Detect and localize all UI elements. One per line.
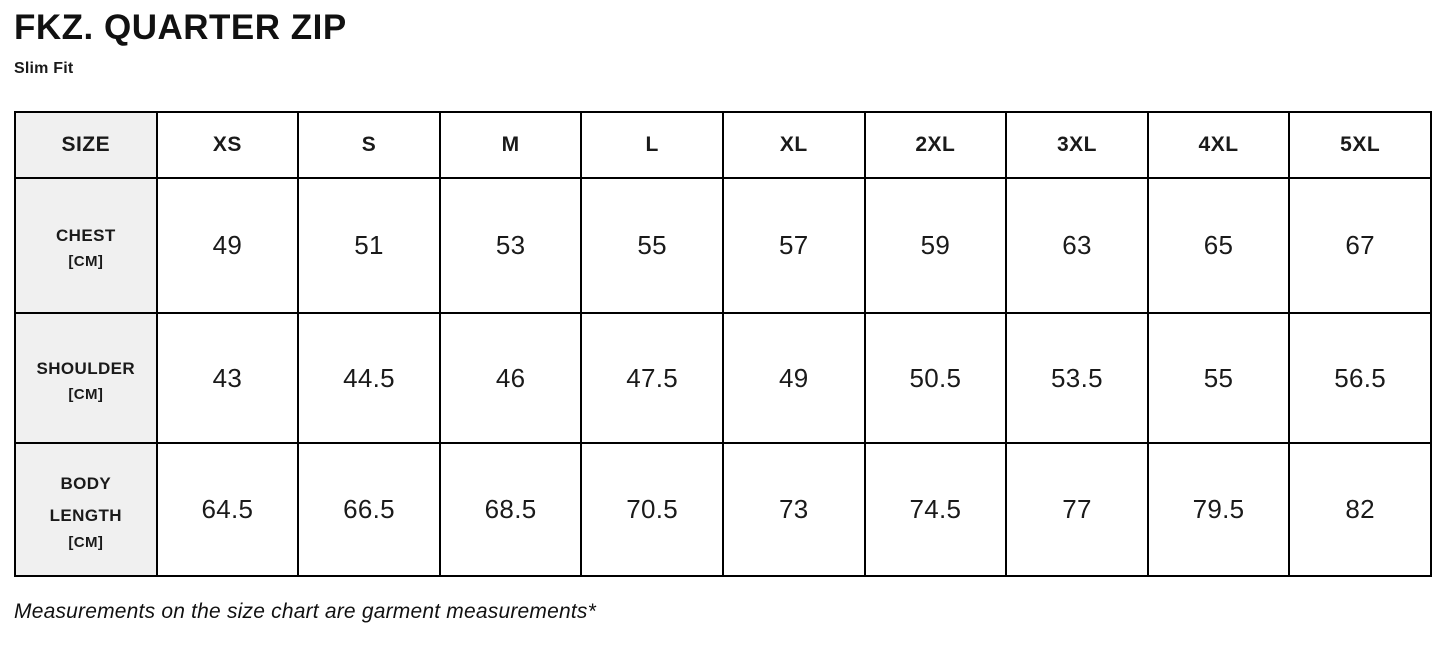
size-column-header-s: S [297, 111, 441, 180]
measurement-value-cell: 55 [1146, 312, 1291, 445]
measurement-value-cell: 67 [1288, 177, 1432, 315]
size-column-header-2xl: 2XL [863, 111, 1008, 180]
measurement-unit: [CM] [68, 385, 104, 403]
size-guide-page: FKZ. QUARTER ZIP Slim Fit SIZE XS S M L … [14, 8, 1432, 624]
table-row-body-length: BODY LENGTH [CM] 64.5 66.5 68.5 70.5 73 … [14, 442, 1432, 578]
measurement-value-cell: 49 [721, 312, 866, 445]
measurement-label: SHOULDER [36, 358, 136, 378]
size-column-header-m: M [438, 111, 583, 180]
measurement-value-cell: 46 [438, 312, 583, 445]
measurement-value-cell: 82 [1288, 442, 1432, 578]
measurement-value-cell: 65 [1146, 177, 1291, 315]
table-row-chest: CHEST [CM] 49 51 53 55 57 59 63 65 67 [14, 177, 1432, 315]
measurement-value-cell: 64.5 [155, 442, 300, 578]
measurement-value-cell: 50.5 [863, 312, 1008, 445]
size-column-header-xl: XL [721, 111, 866, 180]
size-chart-table: SIZE XS S M L XL 2XL 3XL 4XL 5XL CHEST [… [14, 111, 1432, 578]
measurement-value-cell: 59 [863, 177, 1008, 315]
measurement-row-label-shoulder: SHOULDER [CM] [14, 312, 158, 445]
measurement-unit: [CM] [68, 253, 104, 271]
measurement-value-cell: 51 [297, 177, 441, 315]
measurement-value-cell: 44.5 [297, 312, 441, 445]
table-row-shoulder: SHOULDER [CM] 43 44.5 46 47.5 49 50.5 53… [14, 312, 1432, 445]
size-column-header-xs: XS [155, 111, 300, 180]
measurement-value-cell: 73 [721, 442, 866, 578]
measurement-value-cell: 53 [438, 177, 583, 315]
measurement-value-cell: 68.5 [438, 442, 583, 578]
size-column-header-5xl: 5XL [1288, 111, 1432, 180]
measurement-value-cell: 79.5 [1146, 442, 1291, 578]
measurement-row-label-body-length: BODY LENGTH [CM] [14, 442, 158, 578]
fit-label: Slim Fit [14, 60, 74, 78]
measurement-value-cell: 49 [155, 177, 300, 315]
measurement-value-cell: 53.5 [1005, 312, 1149, 445]
size-corner-header: SIZE [14, 111, 158, 180]
size-column-header-l: L [580, 111, 724, 180]
product-title: FKZ. QUARTER ZIP [14, 8, 347, 47]
measurement-value-cell: 63 [1005, 177, 1149, 315]
measurement-value-cell: 74.5 [863, 442, 1008, 578]
measurement-value-cell: 57 [721, 177, 866, 315]
measurement-value-cell: 77 [1005, 442, 1149, 578]
measurement-value-cell: 55 [580, 177, 724, 315]
measurement-value-cell: 66.5 [297, 442, 441, 578]
size-column-header-4xl: 4XL [1146, 111, 1291, 180]
measurement-value-cell: 43 [155, 312, 300, 445]
measurement-value-cell: 70.5 [580, 442, 724, 578]
size-header-row: SIZE XS S M L XL 2XL 3XL 4XL 5XL [14, 111, 1432, 180]
measurement-value-cell: 56.5 [1288, 312, 1432, 445]
measurement-footnote: Measurements on the size chart are garme… [14, 600, 596, 624]
measurement-label: CHEST [55, 226, 116, 246]
size-column-header-3xl: 3XL [1005, 111, 1149, 180]
measurement-label: BODY LENGTH [49, 473, 122, 526]
measurement-value-cell: 47.5 [580, 312, 724, 445]
measurement-unit: [CM] [68, 533, 104, 551]
measurement-row-label-chest: CHEST [CM] [14, 177, 158, 315]
